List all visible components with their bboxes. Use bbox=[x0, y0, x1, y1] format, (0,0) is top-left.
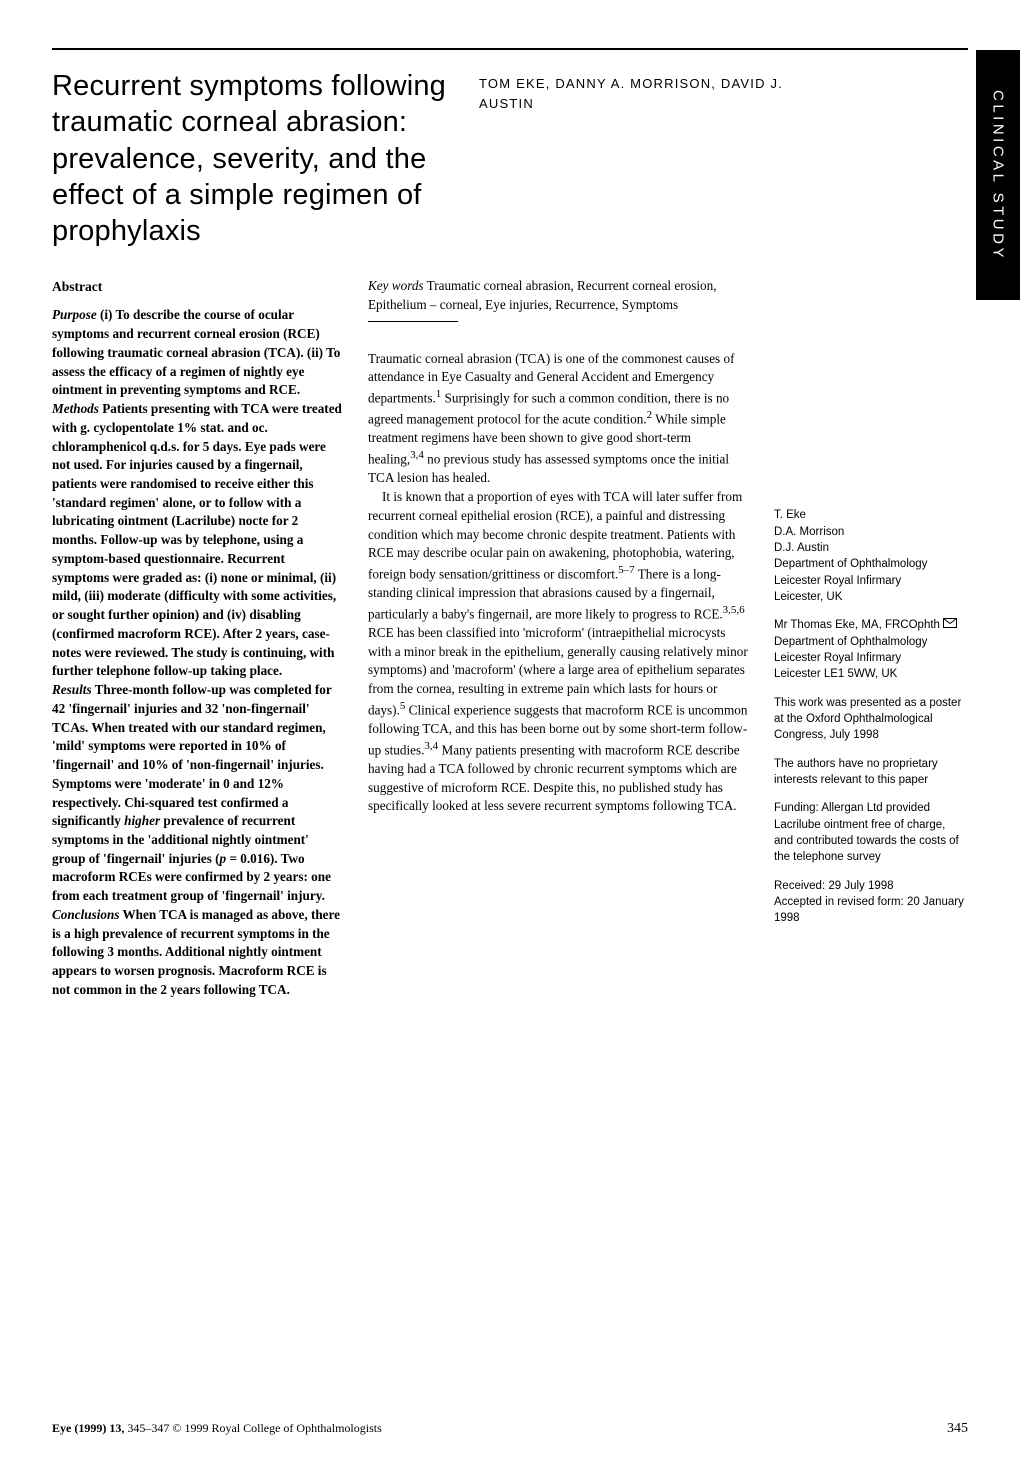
cite-356: 3,5,6 bbox=[723, 604, 745, 616]
abstract-methods: Methods Patients presenting with TCA wer… bbox=[52, 400, 342, 681]
cite-57: 5–7 bbox=[618, 564, 635, 576]
article-title: Recurrent symptoms following traumatic c… bbox=[52, 68, 455, 249]
page-number: 345 bbox=[947, 1421, 968, 1437]
corr-address: Department of Ophthalmology Leicester Ro… bbox=[774, 636, 927, 681]
cite-34b: 3,4 bbox=[424, 740, 438, 752]
footer-rest: 345–347 © 1999 Royal College of Ophthalm… bbox=[124, 1421, 381, 1435]
header-row: Recurrent symptoms following traumatic c… bbox=[52, 68, 968, 249]
abstract-heading: Abstract bbox=[52, 277, 342, 296]
interests-note: The authors have no proprietary interest… bbox=[774, 756, 964, 789]
section-tab-label: CLINICAL STUDY bbox=[990, 90, 1007, 261]
footer-journal: Eye (1999) 13, bbox=[52, 1421, 124, 1435]
methods-label: Methods bbox=[52, 401, 99, 416]
sidebar-column: T. Eke D.A. Morrison D.J. Austin Departm… bbox=[774, 277, 964, 999]
results-higher: higher bbox=[124, 813, 160, 828]
cite-34: 3,4 bbox=[410, 449, 424, 461]
abstract-results: Results Three-month follow-up was comple… bbox=[52, 681, 342, 906]
main-para-2: It is known that a proportion of eyes wi… bbox=[368, 488, 748, 816]
keywords-label: Key words bbox=[368, 278, 424, 293]
abstract-column: Abstract Purpose (i) To describe the cou… bbox=[52, 277, 342, 999]
results-text-a: Three-month follow-up was completed for … bbox=[52, 682, 332, 828]
main-column: Key words Traumatic corneal abrasion, Re… bbox=[368, 277, 748, 999]
section-tab: CLINICAL STUDY bbox=[976, 50, 1020, 300]
authors: TOM EKE, DANNY A. MORRISON, DAVID J. AUS… bbox=[479, 74, 809, 113]
footer-citation: Eye (1999) 13, 345–347 © 1999 Royal Coll… bbox=[52, 1421, 382, 1437]
purpose-label: Purpose bbox=[52, 307, 97, 322]
keywords: Key words Traumatic corneal abrasion, Re… bbox=[368, 277, 748, 314]
footer: Eye (1999) 13, 345–347 © 1999 Royal Coll… bbox=[52, 1421, 968, 1437]
abstract-conclusions: Conclusions When TCA is managed as above… bbox=[52, 906, 342, 1000]
funding-note: Funding: Allergan Ltd provided Lacrilube… bbox=[774, 800, 964, 865]
methods-text: Patients presenting with TCA were treate… bbox=[52, 401, 342, 678]
presented-note: This work was presented as a poster at t… bbox=[774, 695, 964, 744]
dates-note: Received: 29 July 1998 Accepted in revis… bbox=[774, 878, 964, 927]
results-label: Results bbox=[52, 682, 92, 697]
keywords-rule bbox=[368, 321, 458, 322]
corr-name: Mr Thomas Eke, MA, FRCOphth bbox=[774, 619, 943, 631]
main-para-1: Traumatic corneal abrasion (TCA) is one … bbox=[368, 350, 748, 488]
abstract-purpose: Purpose (i) To describe the course of oc… bbox=[52, 306, 342, 400]
top-rule bbox=[52, 48, 968, 50]
author-affiliations: T. Eke D.A. Morrison D.J. Austin Departm… bbox=[774, 507, 964, 605]
envelope-icon bbox=[943, 617, 957, 633]
correspondence: Mr Thomas Eke, MA, FRCOphth Department o… bbox=[774, 617, 964, 683]
conclusions-label: Conclusions bbox=[52, 907, 119, 922]
